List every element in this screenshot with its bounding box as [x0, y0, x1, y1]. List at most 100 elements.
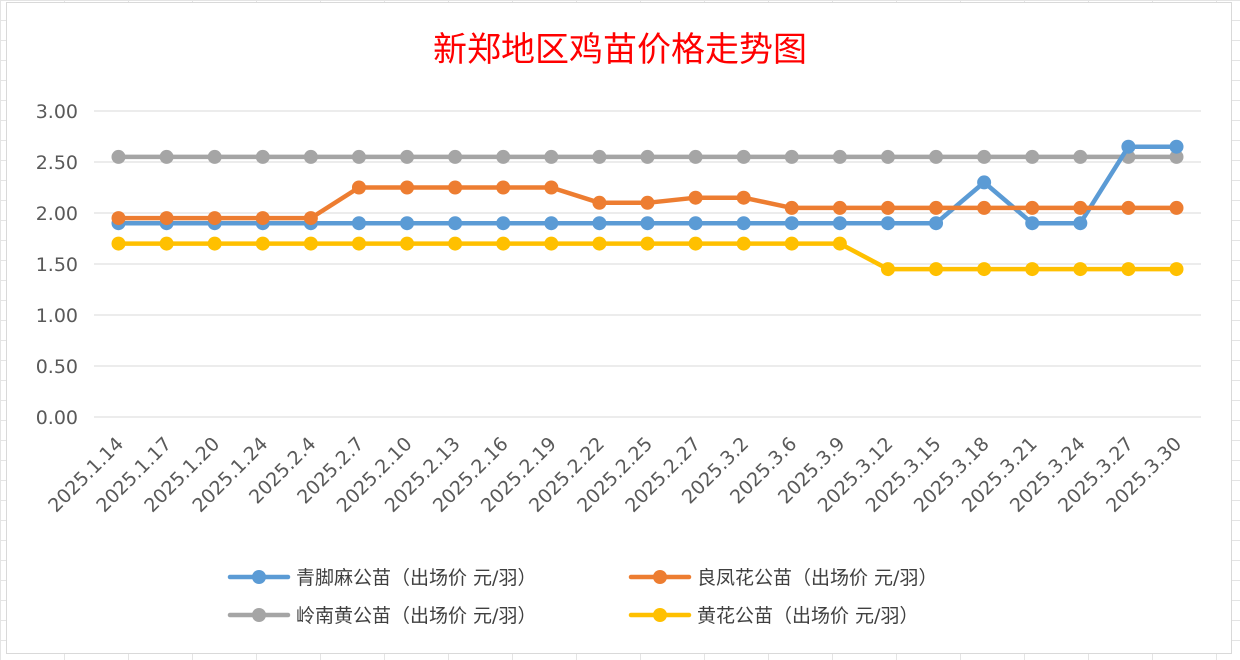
data-point[interactable] [207, 149, 222, 164]
data-point[interactable] [1025, 149, 1040, 164]
data-point[interactable] [929, 149, 944, 164]
data-point[interactable] [688, 149, 703, 164]
data-point[interactable] [1073, 149, 1088, 164]
data-point[interactable] [496, 236, 511, 251]
data-point[interactable] [880, 216, 895, 231]
data-point[interactable] [688, 190, 703, 205]
data-point[interactable] [400, 180, 415, 195]
x-axis-ticks: 2025.1.142025.1.172025.1.202025.1.242025… [44, 433, 1186, 517]
data-point[interactable] [400, 236, 415, 251]
legend-swatch-marker [252, 608, 266, 622]
data-point[interactable] [351, 149, 366, 164]
data-point[interactable] [592, 236, 607, 251]
data-point[interactable] [351, 216, 366, 231]
data-point[interactable] [1025, 262, 1040, 277]
data-point[interactable] [111, 149, 126, 164]
data-point[interactable] [303, 149, 318, 164]
data-point[interactable] [544, 149, 559, 164]
data-point[interactable] [736, 236, 751, 251]
data-point[interactable] [640, 195, 655, 210]
data-point[interactable] [496, 149, 511, 164]
legend-label: 黄花公苗（出场价 元/羽） [697, 605, 918, 627]
data-point[interactable] [1025, 200, 1040, 215]
data-point[interactable] [640, 236, 655, 251]
legend-item[interactable]: 岭南黄公苗（出场价 元/羽） [227, 605, 536, 627]
data-point[interactable] [592, 149, 607, 164]
data-point[interactable] [1073, 200, 1088, 215]
data-point[interactable] [832, 216, 847, 231]
data-point[interactable] [448, 149, 463, 164]
data-point[interactable] [255, 211, 270, 226]
data-point[interactable] [784, 216, 799, 231]
data-point[interactable] [592, 216, 607, 231]
data-point[interactable] [544, 216, 559, 231]
data-point[interactable] [1073, 216, 1088, 231]
data-point[interactable] [255, 236, 270, 251]
data-point[interactable] [351, 236, 366, 251]
data-point[interactable] [400, 216, 415, 231]
data-point[interactable] [400, 149, 415, 164]
data-point[interactable] [207, 211, 222, 226]
data-point[interactable] [1169, 149, 1184, 164]
data-point[interactable] [736, 216, 751, 231]
data-point[interactable] [207, 236, 222, 251]
data-point[interactable] [1169, 200, 1184, 215]
data-point[interactable] [640, 216, 655, 231]
data-point[interactable] [303, 211, 318, 226]
data-point[interactable] [303, 236, 318, 251]
gridlines [94, 110, 1201, 418]
data-point[interactable] [159, 211, 174, 226]
data-point[interactable] [784, 149, 799, 164]
data-point[interactable] [832, 236, 847, 251]
data-point[interactable] [159, 149, 174, 164]
data-point[interactable] [880, 200, 895, 215]
data-point[interactable] [111, 236, 126, 251]
data-point[interactable] [1121, 262, 1136, 277]
data-point[interactable] [929, 216, 944, 231]
data-point[interactable] [1169, 139, 1184, 154]
legend-item[interactable]: 青脚麻公苗（出场价 元/羽） [227, 567, 536, 589]
data-point[interactable] [832, 200, 847, 215]
data-point[interactable] [448, 236, 463, 251]
data-point[interactable] [736, 190, 751, 205]
data-point[interactable] [1121, 200, 1136, 215]
data-point[interactable] [544, 180, 559, 195]
data-point[interactable] [1073, 262, 1088, 277]
data-point[interactable] [496, 180, 511, 195]
data-point[interactable] [640, 149, 655, 164]
data-point[interactable] [159, 236, 174, 251]
data-point[interactable] [688, 216, 703, 231]
legend-label: 青脚麻公苗（出场价 元/羽） [296, 567, 536, 589]
series-3 [111, 236, 1184, 277]
data-point[interactable] [977, 200, 992, 215]
data-point[interactable] [784, 236, 799, 251]
data-point[interactable] [448, 180, 463, 195]
legend-label: 岭南黄公苗（出场价 元/羽） [296, 605, 536, 627]
data-point[interactable] [929, 262, 944, 277]
data-point[interactable] [1025, 216, 1040, 231]
legend-swatch-marker [653, 608, 667, 622]
data-point[interactable] [592, 195, 607, 210]
data-point[interactable] [448, 216, 463, 231]
legend-item[interactable]: 良凤花公苗（出场价 元/羽） [628, 567, 937, 589]
data-point[interactable] [977, 149, 992, 164]
data-point[interactable] [544, 236, 559, 251]
data-point[interactable] [784, 200, 799, 215]
data-point[interactable] [880, 262, 895, 277]
data-point[interactable] [255, 149, 270, 164]
data-point[interactable] [977, 262, 992, 277]
data-point[interactable] [832, 149, 847, 164]
data-point[interactable] [880, 149, 895, 164]
y-tick-label: 2.00 [36, 203, 78, 225]
data-point[interactable] [111, 211, 126, 226]
data-point[interactable] [496, 216, 511, 231]
data-point[interactable] [351, 180, 366, 195]
data-point[interactable] [1121, 139, 1136, 154]
data-point[interactable] [688, 236, 703, 251]
data-point[interactable] [1169, 262, 1184, 277]
data-point[interactable] [977, 175, 992, 190]
data-point[interactable] [929, 200, 944, 215]
data-point[interactable] [736, 149, 751, 164]
y-tick-label: 3.00 [36, 101, 78, 123]
legend-item[interactable]: 黄花公苗（出场价 元/羽） [628, 605, 918, 627]
